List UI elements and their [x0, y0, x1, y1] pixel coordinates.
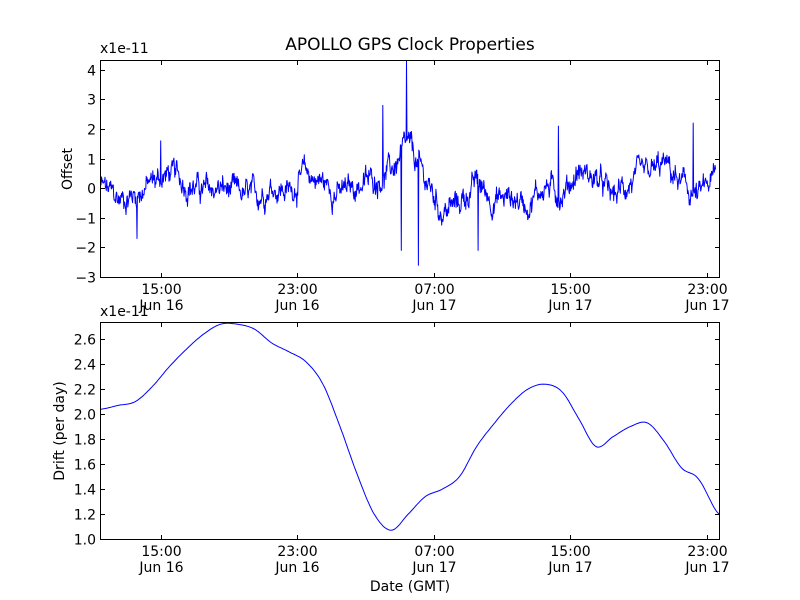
drift-y-tick-label: 1.2	[74, 508, 96, 524]
offset-x-tick-time: 15:00	[550, 282, 590, 298]
drift-y-tick-label: 1.4	[74, 483, 96, 499]
drift-x-tick-time: 07:00	[414, 544, 454, 560]
drift-series-line	[100, 322, 720, 531]
chart-title: APOLLO GPS Clock Properties	[285, 35, 535, 55]
offset-scale-label: x1e-11	[100, 41, 149, 57]
x-axis-label: Date (GMT)	[370, 579, 450, 595]
offset-axis-label: Offset	[60, 147, 76, 190]
offset-x-tick-date: Jun 16	[138, 298, 183, 314]
offset-x-tick-date: Jun 16	[274, 298, 319, 314]
drift-y-tick-label: 2.2	[74, 383, 96, 399]
offset-x-tick-time: 15:00	[141, 282, 181, 298]
drift-y-tick-label: 2.4	[74, 358, 96, 374]
drift-y-tick-label: 2.0	[74, 408, 96, 424]
drift-scale-label: x1e-11	[100, 304, 149, 320]
offset-x-tick-time: 23:00	[277, 282, 317, 298]
drift-x-tick-date: Jun 16	[138, 560, 183, 576]
drift-x-tick-date: Jun 17	[411, 560, 456, 576]
drift-axis-label: Drift (per day)	[52, 381, 68, 480]
drift-x-tick-date: Jun 16	[274, 560, 319, 576]
offset-series-line	[100, 60, 717, 266]
drift-series	[100, 322, 720, 531]
offset-y-tick-label: 4	[87, 64, 96, 80]
drift-x-tick-time: 15:00	[550, 544, 590, 560]
offset-y-tick-label: 0	[87, 182, 96, 198]
offset-x-tick-date: Jun 17	[411, 298, 456, 314]
drift-y-tick-label: 1.6	[74, 458, 96, 474]
drift-plot-frame	[100, 322, 720, 540]
offset-series	[100, 60, 717, 266]
offset-y-tick-label: −2	[75, 241, 96, 257]
drift-x-tick-time: 23:00	[277, 544, 317, 560]
drift-x-tick-time: 15:00	[141, 544, 181, 560]
drift-y-tick-label: 1.0	[74, 533, 96, 549]
offset-y-tick-label: 3	[87, 93, 96, 109]
drift-x-tick-date: Jun 17	[684, 560, 729, 576]
offset-y-tick-label: −1	[75, 212, 96, 228]
drift-y-tick-label: 2.6	[74, 333, 96, 349]
offset-y-tick-label: −3	[75, 271, 96, 287]
offset-x-tick-date: Jun 17	[547, 298, 592, 314]
offset-x-tick-date: Jun 17	[684, 298, 729, 314]
offset-x-tick-time: 23:00	[687, 282, 727, 298]
offset-y-tick-label: 2	[87, 123, 96, 139]
offset-plot-frame	[100, 60, 720, 278]
offset-x-tick-time: 07:00	[414, 282, 454, 298]
drift-y-tick-label: 1.8	[74, 433, 96, 449]
offset-y-tick-label: 1	[87, 153, 96, 169]
drift-x-tick-date: Jun 17	[547, 560, 592, 576]
drift-x-tick-time: 23:00	[687, 544, 727, 560]
